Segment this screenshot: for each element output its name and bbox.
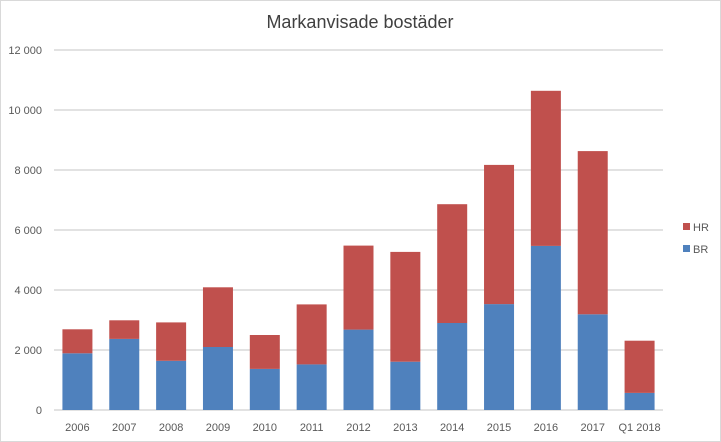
x-tick-label: 2007 <box>112 422 136 434</box>
x-tick-label: 2013 <box>393 422 417 434</box>
chart-title: Markanvisade bostäder <box>266 12 453 32</box>
bar-hr <box>109 320 140 339</box>
x-tick-label: 2015 <box>487 422 511 434</box>
x-tick-label: 2016 <box>534 422 558 434</box>
legend-label-br: BR <box>693 244 708 256</box>
gridlines <box>54 49 663 411</box>
bar-hr <box>62 329 93 354</box>
bar-br <box>156 360 187 410</box>
y-axis: 0 2 000 4 000 6 000 8 000 10 000 12 000 <box>8 45 42 417</box>
x-tick-label: 2017 <box>580 422 604 434</box>
bars <box>62 90 655 410</box>
bar-hr <box>530 90 561 246</box>
bar-hr <box>156 322 187 361</box>
bar-hr <box>390 251 421 362</box>
x-tick-label: 2014 <box>440 422 464 434</box>
bar-br <box>577 314 608 410</box>
bar-br <box>390 361 421 410</box>
x-tick-label: 2011 <box>300 422 324 434</box>
x-tick-label: Q1 2018 <box>618 422 660 434</box>
bar-br <box>437 323 468 410</box>
bar-br <box>343 329 374 410</box>
bar-hr <box>343 245 374 330</box>
legend: HR BR <box>683 222 709 256</box>
bar-hr <box>437 204 468 323</box>
bar-hr <box>577 151 608 315</box>
legend-label-hr: HR <box>693 222 709 234</box>
bar-hr <box>624 340 655 393</box>
bar-br <box>296 364 327 410</box>
bar-br <box>484 304 515 410</box>
y-tick-label: 10 000 <box>8 105 42 117</box>
bar-hr <box>296 304 327 365</box>
y-tick-label: 2 000 <box>14 345 42 357</box>
legend-swatch-hr <box>683 223 690 230</box>
bar-br <box>249 368 280 410</box>
x-tick-label: 2010 <box>253 422 277 434</box>
bar-hr <box>202 287 233 347</box>
x-tick-label: 2006 <box>65 422 89 434</box>
y-tick-label: 4 000 <box>14 285 42 297</box>
x-tick-label: 2009 <box>206 422 230 434</box>
bar-br <box>530 245 561 410</box>
y-tick-label: 0 <box>36 405 42 417</box>
y-tick-label: 8 000 <box>14 165 42 177</box>
bar-hr <box>249 335 280 369</box>
bar-br <box>109 338 140 410</box>
bar-br <box>62 353 93 410</box>
y-tick-label: 6 000 <box>14 225 42 237</box>
bar-br <box>202 347 233 410</box>
x-tick-label: 2012 <box>346 422 370 434</box>
x-axis: 2006 2007 2008 2009 2010 2011 2012 2013 2014 2015… <box>65 422 660 434</box>
bar-hr <box>484 164 515 305</box>
x-tick-label: 2008 <box>159 422 183 434</box>
bar-br <box>624 392 655 410</box>
y-tick-label: 12 000 <box>8 45 42 57</box>
legend-swatch-br <box>683 245 690 252</box>
